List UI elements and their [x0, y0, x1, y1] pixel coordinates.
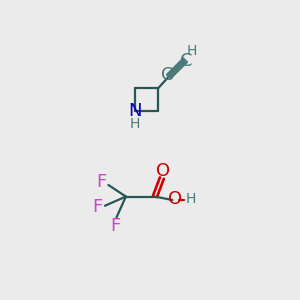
Text: O: O	[168, 190, 182, 208]
Text: C: C	[161, 66, 174, 84]
Text: F: F	[92, 198, 103, 216]
Text: O: O	[155, 162, 170, 180]
Text: H: H	[187, 44, 197, 58]
Text: F: F	[110, 217, 121, 235]
Text: C: C	[180, 52, 193, 70]
Text: F: F	[96, 172, 106, 190]
Text: H: H	[130, 117, 140, 131]
Text: H: H	[186, 192, 196, 206]
Text: N: N	[128, 102, 142, 120]
